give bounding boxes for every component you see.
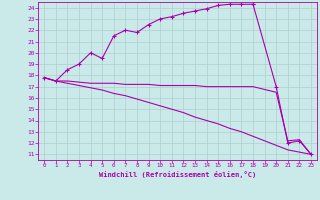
X-axis label: Windchill (Refroidissement éolien,°C): Windchill (Refroidissement éolien,°C) xyxy=(99,171,256,178)
